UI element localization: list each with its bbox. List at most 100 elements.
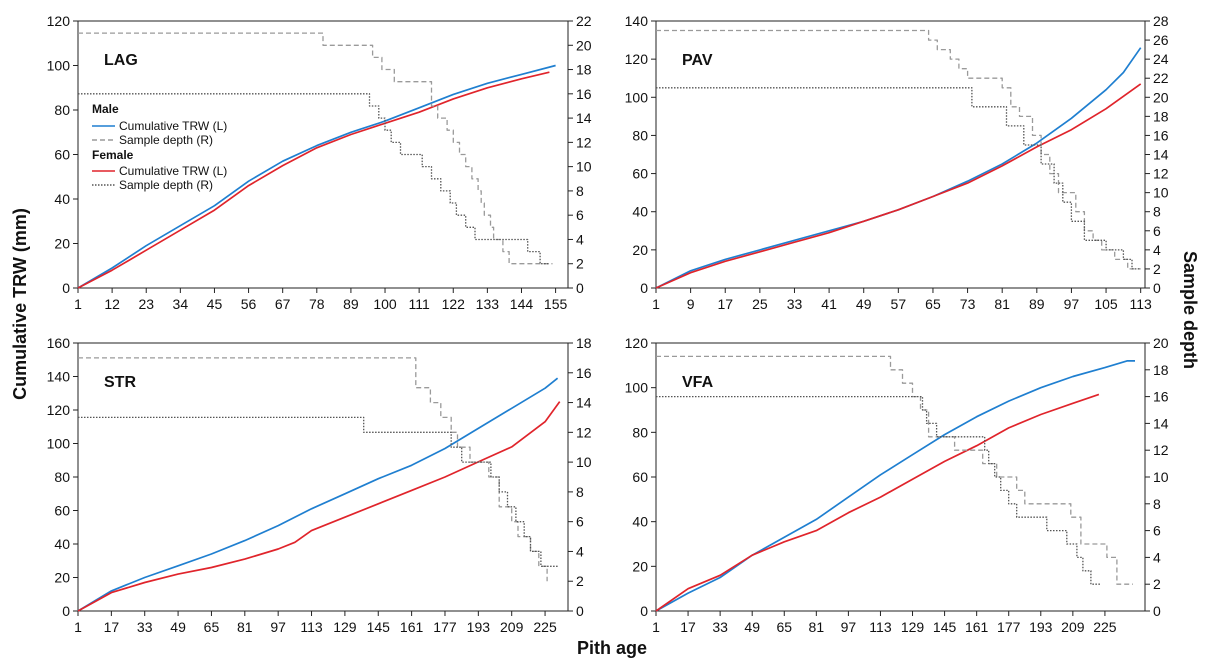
x-tick-label-vfa: 113 bbox=[869, 619, 892, 635]
y-right-tick-label-vfa: 0 bbox=[1153, 603, 1161, 619]
series-pav-female-sample-depth-r bbox=[656, 87, 1141, 270]
y-left-tick-label-lag: 80 bbox=[54, 102, 70, 118]
y-right-tick-label-lag: 8 bbox=[576, 183, 584, 199]
x-tick-label-str: 81 bbox=[237, 619, 253, 635]
x-tick-label-lag: 144 bbox=[510, 296, 534, 312]
y-right-tick-label-pav: 28 bbox=[1153, 13, 1169, 29]
series-lag-female-cumulative-trw-l bbox=[77, 71, 550, 289]
y-right-tick-label-str: 8 bbox=[576, 484, 584, 500]
y-right-tick-label-str: 10 bbox=[576, 454, 592, 470]
legend: Male Cumulative TRW (L) Sample depth (R)… bbox=[92, 102, 227, 192]
x-tick-label-vfa: 145 bbox=[933, 619, 957, 635]
x-tick-label-str: 33 bbox=[137, 619, 153, 635]
y-left-tick-label-vfa: 40 bbox=[632, 514, 648, 530]
x-tick-label-pav: 49 bbox=[856, 296, 872, 312]
y-right-tick-label-vfa: 16 bbox=[1153, 389, 1169, 405]
panel-label-pav: PAV bbox=[682, 52, 713, 69]
panel-label-lag: LAG bbox=[104, 52, 138, 69]
x-tick-label-pav: 81 bbox=[994, 296, 1010, 312]
x-tick-label-vfa: 97 bbox=[841, 619, 857, 635]
x-tick-label-lag: 111 bbox=[408, 296, 429, 312]
x-tick-label-lag: 78 bbox=[309, 296, 325, 312]
y-right-tick-label-lag: 10 bbox=[576, 159, 592, 175]
x-tick-label-pav: 25 bbox=[752, 296, 768, 312]
x-tick-label-vfa: 161 bbox=[965, 619, 989, 635]
panel-vfa: 0 20 40 60 80 100 120 0 2 4 6 8 10 12 14 16 18 20 1 17 33 49 6… bbox=[625, 335, 1169, 635]
y-left-tick-label-pav: 20 bbox=[632, 242, 648, 258]
y-right-tick-label-pav: 8 bbox=[1153, 204, 1161, 220]
x-tick-label-lag: 12 bbox=[104, 296, 120, 312]
x-tick-label-pav: 41 bbox=[821, 296, 837, 312]
y-left-tick-label-vfa: 80 bbox=[632, 424, 648, 440]
y-right-tick-label-vfa: 4 bbox=[1153, 549, 1161, 565]
series-str-male-sample-depth-r bbox=[78, 357, 548, 582]
x-tick-label-lag: 155 bbox=[544, 296, 568, 312]
x-tick-label-pav: 113 bbox=[1130, 296, 1153, 312]
y-right-tick-label-str: 0 bbox=[576, 603, 584, 619]
y-left-tick-label-pav: 100 bbox=[625, 89, 649, 105]
y-left-tick-label-pav: 40 bbox=[632, 204, 648, 220]
y-right-tick-label-pav: 6 bbox=[1153, 223, 1161, 239]
y-right-tick-label-pav: 10 bbox=[1153, 185, 1169, 201]
y-left-tick-label-str: 40 bbox=[54, 536, 70, 552]
x-tick-label-pav: 105 bbox=[1094, 296, 1118, 312]
y-left-tick-label-str: 0 bbox=[62, 603, 70, 619]
x-tick-label-vfa: 177 bbox=[997, 619, 1021, 635]
y-right-tick-label-pav: 22 bbox=[1153, 70, 1169, 86]
x-tick-label-vfa: 33 bbox=[712, 619, 728, 635]
x-tick-label-str: 17 bbox=[104, 619, 120, 635]
x-tick-label-lag: 122 bbox=[442, 296, 466, 312]
x-tick-label-lag: 23 bbox=[138, 296, 154, 312]
x-tick-label-str: 145 bbox=[367, 619, 391, 635]
y-right-tick-label-str: 2 bbox=[576, 573, 584, 589]
x-tick-label-pav: 65 bbox=[925, 296, 941, 312]
y-right-tick-label-lag: 14 bbox=[576, 110, 592, 126]
x-tick-label-vfa: 49 bbox=[744, 619, 760, 635]
x-tick-label-lag: 34 bbox=[173, 296, 189, 312]
x-tick-label-str: 209 bbox=[500, 619, 524, 635]
y-right-tick-label-str: 16 bbox=[576, 365, 592, 381]
y-left-tick-label-lag: 40 bbox=[54, 191, 70, 207]
y-right-tick-label-vfa: 18 bbox=[1153, 362, 1169, 378]
plot-frame-str bbox=[77, 342, 569, 612]
x-tick-label-vfa: 209 bbox=[1061, 619, 1085, 635]
y-left-tick-label-pav: 0 bbox=[640, 280, 648, 296]
series-pav-female-cumulative-trw-l bbox=[655, 83, 1142, 289]
x-tick-label-pav: 17 bbox=[717, 296, 733, 312]
y-left-tick-label-lag: 100 bbox=[47, 58, 71, 74]
series-str-female-sample-depth-r bbox=[78, 416, 558, 567]
series-vfa-male-sample-depth-r bbox=[656, 355, 1133, 585]
y-left-tick-label-vfa: 120 bbox=[625, 335, 649, 351]
y-right-tick-label-pav: 26 bbox=[1153, 32, 1169, 48]
y-right-tick-label-pav: 16 bbox=[1153, 127, 1169, 143]
x-axis-title: Pith age bbox=[577, 638, 647, 658]
x-tick-label-str: 129 bbox=[333, 619, 357, 635]
x-tick-label-pav: 57 bbox=[891, 296, 907, 312]
legend-male-depth-label: Sample depth (R) bbox=[119, 133, 213, 147]
y-right-tick-label-lag: 16 bbox=[576, 86, 592, 102]
series-vfa-female-sample-depth-r bbox=[656, 395, 1101, 585]
series-str-female-cumulative-trw-l bbox=[77, 401, 561, 612]
x-tick-label-lag: 133 bbox=[476, 296, 500, 312]
panel-lag: 0 20 40 60 80 100 120 0 2 4 6 8 10 12 14 16 18 20 22 1 12 23 3… bbox=[47, 13, 592, 312]
x-tick-label-pav: 97 bbox=[1064, 296, 1080, 312]
y-left-tick-label-vfa: 20 bbox=[632, 558, 648, 574]
y-left-tick-label-str: 160 bbox=[47, 335, 71, 351]
series-lag-male-cumulative-trw-l bbox=[77, 64, 556, 289]
x-tick-label-str: 97 bbox=[270, 619, 286, 635]
x-tick-label-str: 65 bbox=[204, 619, 220, 635]
y-right-tick-label-lag: 0 bbox=[576, 280, 584, 296]
series-lag-female-sample-depth-r bbox=[78, 93, 550, 265]
legend-female-depth-label: Sample depth (R) bbox=[119, 178, 213, 192]
y-right-tick-label-vfa: 2 bbox=[1153, 576, 1161, 592]
panel-label-vfa: VFA bbox=[682, 374, 714, 391]
y-right-tick-label-lag: 12 bbox=[576, 134, 592, 150]
y-right-axis-title: Sample depth bbox=[1180, 251, 1200, 369]
y-left-tick-label-vfa: 0 bbox=[640, 603, 648, 619]
x-tick-label-str: 177 bbox=[433, 619, 457, 635]
x-tick-label-vfa: 193 bbox=[1029, 619, 1053, 635]
x-tick-label-str: 113 bbox=[300, 619, 323, 635]
y-left-tick-label-str: 140 bbox=[47, 369, 71, 385]
